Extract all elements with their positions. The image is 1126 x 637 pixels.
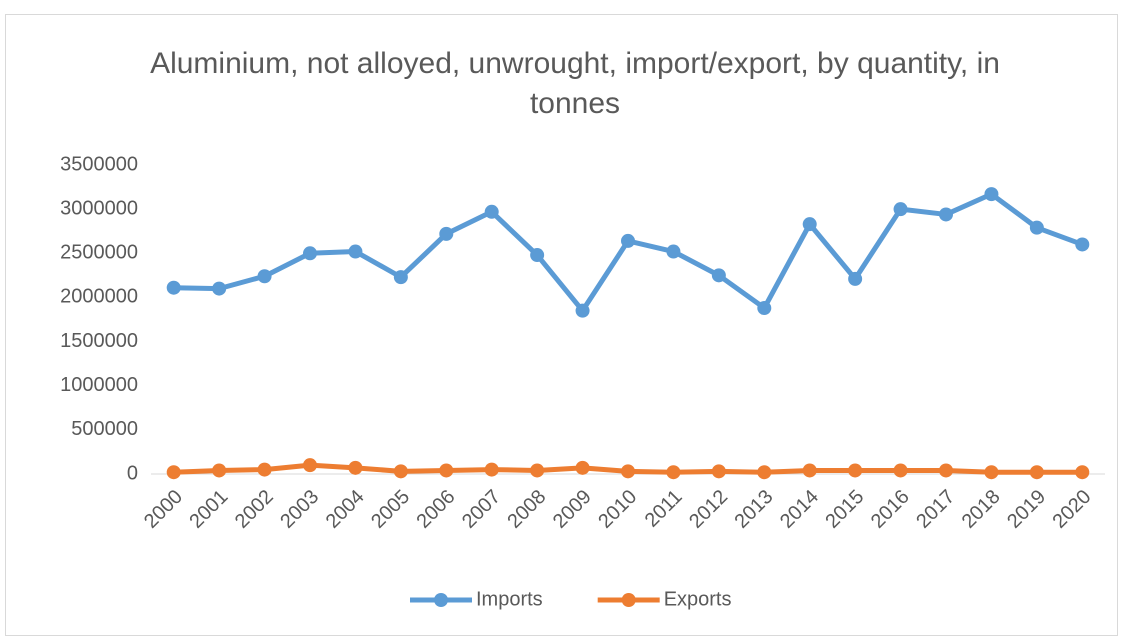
x-tick-label: 2008 [503,486,550,533]
x-tick-label: 2007 [458,486,505,533]
y-tick-label: 0 [127,462,138,484]
data-point [439,226,454,241]
data-point [439,463,454,478]
y-tick-label: 500000 [71,418,138,440]
data-point [984,465,999,480]
data-point [348,244,363,259]
chart-frame [5,14,1118,636]
data-point [1075,237,1090,252]
data-point [257,269,272,284]
data-point [575,303,590,318]
x-tick-label: 2000 [140,486,187,533]
y-tick-label: 3500000 [60,153,138,175]
data-point [530,463,545,478]
x-tick-label: 2002 [231,486,278,533]
data-point [802,217,817,232]
y-tick-label: 3000000 [60,197,138,219]
data-point [621,233,635,248]
data-point [484,204,499,219]
data-point [348,460,363,475]
data-point [711,268,726,283]
x-tick-label: 2014 [776,486,823,533]
data-point [484,462,499,477]
data-point [984,187,999,202]
data-point [939,463,953,478]
data-point [303,246,317,261]
x-tick-label: 2012 [685,486,732,533]
data-point [939,207,953,222]
x-tick-label: 2009 [549,486,596,533]
x-tick-label: 2003 [276,486,323,533]
legend-label: Imports [476,588,543,610]
x-tick-label: 2006 [413,486,460,533]
data-point [575,460,590,475]
data-point [166,280,181,295]
data-point [893,463,908,478]
x-tick-label: 2016 [867,486,914,533]
x-tick-label: 2010 [594,486,641,533]
data-point [212,281,227,296]
x-tick-label: 2004 [322,486,369,533]
y-tick-label: 1000000 [60,374,138,396]
data-point [530,248,545,263]
data-point [802,463,817,478]
data-point [166,465,181,480]
data-point [666,244,681,259]
x-tick-label: 2001 [185,486,232,533]
data-point [1075,465,1090,480]
data-point [848,463,863,478]
y-tick-label: 2000000 [60,286,138,308]
x-tick-label: 2017 [912,486,959,533]
chart-title: Aluminium, not alloyed, unwrought, impor… [150,47,1000,120]
legend-swatch-marker [434,593,448,607]
data-point [303,458,317,473]
legend-label: Exports [664,588,732,610]
x-tick-label: 2018 [958,486,1005,533]
data-point [711,464,726,479]
y-tick-label: 2500000 [60,242,138,264]
data-point [212,463,227,478]
x-tick-label: 2019 [1003,486,1050,533]
y-tick-label: 1500000 [60,330,138,352]
x-tick-label: 2005 [367,486,414,533]
data-point [1029,220,1044,235]
data-point [757,465,772,480]
data-point [621,464,635,479]
data-point [393,464,408,479]
x-tick-label: 2015 [821,486,868,533]
data-point [666,465,681,480]
data-point [1029,465,1044,480]
data-point [393,270,408,285]
data-point [257,462,272,477]
x-tick-label: 2011 [641,486,687,532]
legend-swatch-marker [621,593,636,607]
data-point [893,202,908,217]
x-tick-label: 2013 [731,486,778,533]
x-tick-label: 2020 [1049,486,1096,533]
data-point [757,301,772,316]
data-point [848,271,863,286]
